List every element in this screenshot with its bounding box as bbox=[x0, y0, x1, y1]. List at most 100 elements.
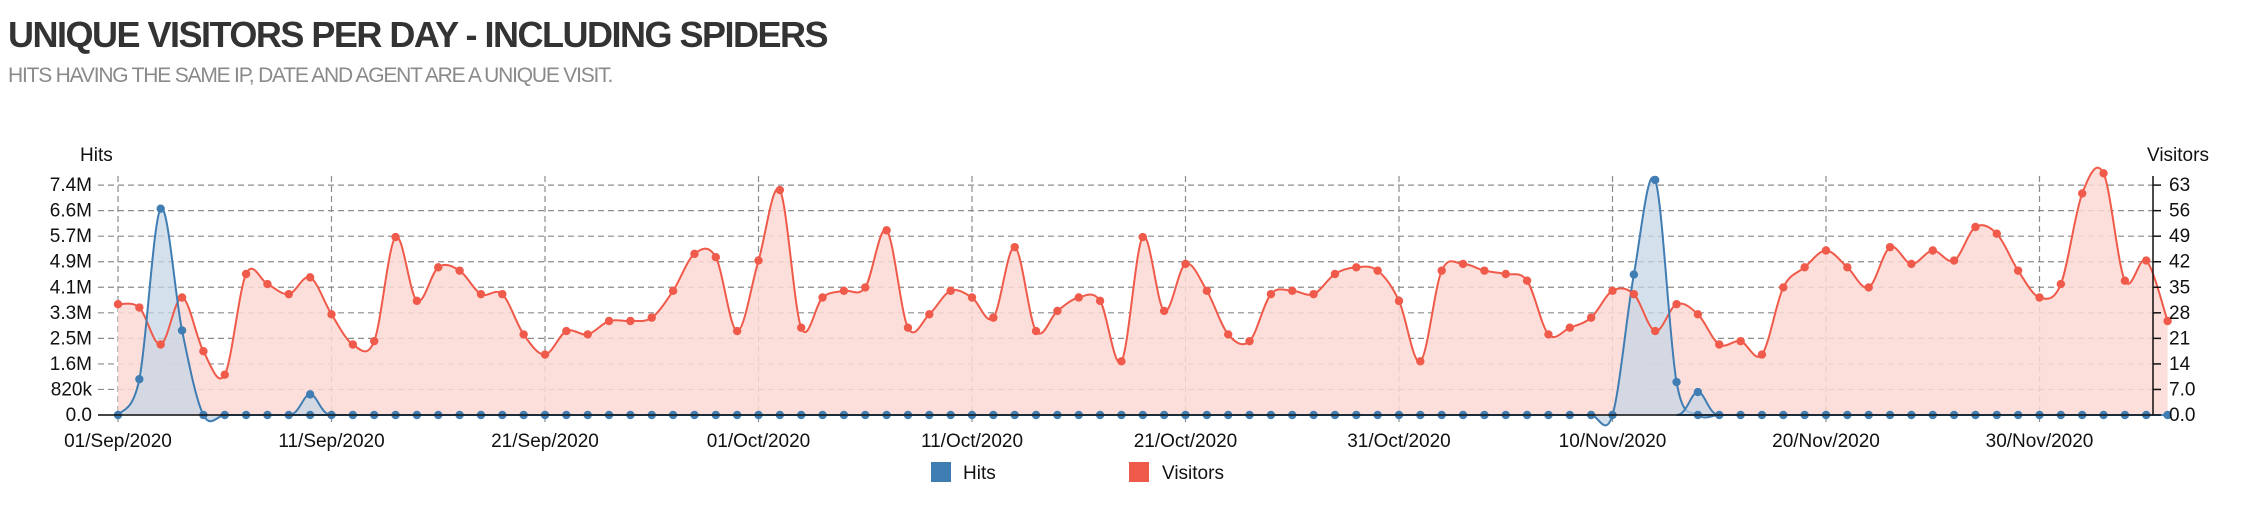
visitors-point[interactable] bbox=[925, 310, 934, 319]
visitors-point[interactable] bbox=[1309, 289, 1318, 299]
visitors-point[interactable] bbox=[861, 283, 870, 292]
visitors-point[interactable] bbox=[1629, 289, 1639, 299]
visitors-point[interactable] bbox=[2099, 169, 2108, 178]
visitors-point[interactable] bbox=[668, 286, 678, 295]
hits-point[interactable] bbox=[177, 326, 187, 335]
visitors-point[interactable] bbox=[1245, 336, 1254, 346]
visitors-point[interactable] bbox=[1800, 263, 1809, 272]
visitors-point[interactable] bbox=[519, 330, 528, 339]
visitors-point[interactable] bbox=[2013, 266, 2023, 275]
visitors-point[interactable] bbox=[263, 279, 272, 289]
visitors-point[interactable] bbox=[604, 316, 614, 326]
visitors-point[interactable] bbox=[199, 347, 208, 356]
visitors-point[interactable] bbox=[775, 185, 785, 195]
visitors-point[interactable] bbox=[583, 330, 592, 339]
visitors-point[interactable] bbox=[1864, 283, 1873, 292]
visitors-point[interactable] bbox=[1565, 323, 1575, 332]
visitors-point[interactable] bbox=[2056, 279, 2066, 289]
visitors-point[interactable] bbox=[1821, 246, 1831, 255]
visitors-point[interactable] bbox=[1651, 326, 1660, 336]
visitors-point[interactable] bbox=[177, 293, 187, 302]
hits-point[interactable] bbox=[305, 390, 315, 399]
visitors-point[interactable] bbox=[1608, 286, 1617, 295]
visitors-point[interactable] bbox=[2035, 293, 2044, 302]
visitors-point[interactable] bbox=[434, 263, 443, 272]
visitors-point[interactable] bbox=[498, 289, 507, 299]
visitors-point[interactable] bbox=[1458, 259, 1468, 269]
visitors-point[interactable] bbox=[818, 293, 827, 302]
visitors-point[interactable] bbox=[946, 286, 955, 295]
visitors-point[interactable] bbox=[1352, 263, 1361, 272]
visitors-point[interactable] bbox=[1501, 269, 1510, 279]
visitors-point[interactable] bbox=[967, 293, 977, 302]
legend-hits-label[interactable]: Hits bbox=[963, 463, 996, 484]
visitors-point[interactable] bbox=[1843, 263, 1852, 272]
visitors-point[interactable] bbox=[797, 323, 806, 332]
visitors-point[interactable] bbox=[540, 350, 550, 359]
visitors-point[interactable] bbox=[305, 273, 315, 282]
visitors-point[interactable] bbox=[1031, 326, 1041, 336]
visitors-point[interactable] bbox=[113, 300, 123, 309]
visitors-point[interactable] bbox=[1522, 276, 1532, 285]
legend-visitors-swatch[interactable] bbox=[1129, 462, 1149, 482]
visitors-point[interactable] bbox=[1586, 313, 1596, 322]
hits-point[interactable] bbox=[156, 204, 165, 213]
visitors-point[interactable] bbox=[903, 323, 913, 332]
hits-point[interactable] bbox=[1651, 175, 1660, 185]
visitors-point[interactable] bbox=[690, 249, 699, 259]
visitors-point[interactable] bbox=[2142, 256, 2151, 265]
visitors-point[interactable] bbox=[1949, 256, 1959, 265]
visitors-point[interactable] bbox=[1971, 222, 1980, 232]
visitors-point[interactable] bbox=[1117, 357, 1126, 366]
visitors-point[interactable] bbox=[1779, 283, 1788, 292]
visitors-point[interactable] bbox=[1736, 336, 1745, 346]
visitors-point[interactable] bbox=[647, 313, 656, 322]
visitors-point[interactable] bbox=[1757, 350, 1767, 359]
visitors-point[interactable] bbox=[1010, 242, 1019, 252]
visitors-point[interactable] bbox=[135, 303, 144, 312]
visitors-point[interactable] bbox=[1928, 246, 1937, 255]
visitors-point[interactable] bbox=[1288, 286, 1297, 295]
visitors-point[interactable] bbox=[327, 310, 336, 319]
visitors-point[interactable] bbox=[1715, 340, 1724, 349]
hits-point[interactable] bbox=[2163, 410, 2172, 420]
visitors-point[interactable] bbox=[476, 289, 486, 299]
visitors-point[interactable] bbox=[348, 340, 358, 349]
visitors-point[interactable] bbox=[882, 226, 891, 235]
visitors-point[interactable] bbox=[1224, 330, 1233, 339]
legend-hits-swatch[interactable] bbox=[931, 462, 951, 482]
visitors-point[interactable] bbox=[1330, 269, 1340, 279]
visitors-point[interactable] bbox=[989, 313, 998, 322]
hits-point[interactable] bbox=[1672, 377, 1681, 387]
visitors-point[interactable] bbox=[455, 266, 464, 275]
visitors-point[interactable] bbox=[839, 286, 849, 295]
visitors-point[interactable] bbox=[1181, 259, 1190, 269]
visitors-point[interactable] bbox=[1992, 229, 2002, 238]
visitors-point[interactable] bbox=[1907, 259, 1916, 269]
visitors-point[interactable] bbox=[284, 289, 293, 299]
visitors-point[interactable] bbox=[2163, 316, 2172, 326]
visitors-point[interactable] bbox=[1672, 300, 1681, 309]
visitors-point[interactable] bbox=[1373, 266, 1382, 275]
visitors-point[interactable] bbox=[412, 296, 422, 306]
visitors-point[interactable] bbox=[626, 316, 635, 326]
visitors-point[interactable] bbox=[391, 232, 400, 242]
visitors-point[interactable] bbox=[1095, 296, 1105, 306]
visitors-point[interactable] bbox=[220, 370, 229, 379]
visitors-point[interactable] bbox=[241, 269, 251, 279]
hits-point[interactable] bbox=[135, 374, 144, 384]
legend-visitors-label[interactable]: Visitors bbox=[1162, 463, 1224, 484]
visitors-point[interactable] bbox=[1053, 306, 1062, 316]
visitors-point[interactable] bbox=[711, 253, 720, 262]
visitors-point[interactable] bbox=[1693, 310, 1703, 319]
visitors-point[interactable] bbox=[732, 326, 742, 336]
visitors-point[interactable] bbox=[1159, 306, 1169, 316]
visitors-point[interactable] bbox=[1480, 266, 1489, 275]
visitors-point[interactable] bbox=[562, 326, 571, 336]
visitors-point[interactable] bbox=[1266, 289, 1276, 299]
visitors-point[interactable] bbox=[1074, 293, 1083, 302]
visitors-point[interactable] bbox=[1202, 286, 1212, 295]
visitors-point[interactable] bbox=[1394, 296, 1404, 306]
visitors-point[interactable] bbox=[370, 336, 379, 346]
visitors-point[interactable] bbox=[1885, 242, 1895, 252]
